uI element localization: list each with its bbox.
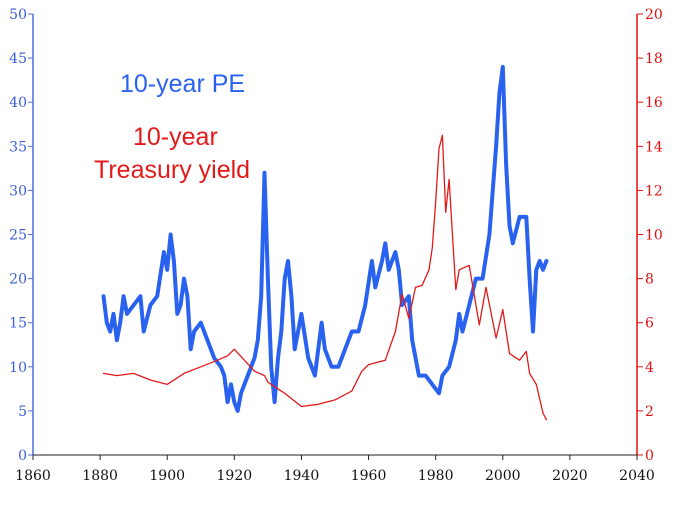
yield-series-label-line2: Treasury yield <box>94 156 250 184</box>
right-tick-label: 14 <box>645 139 663 155</box>
x-tick-label: 1900 <box>149 468 185 484</box>
right-tick-label: 6 <box>645 316 654 332</box>
x-tick-label: 2040 <box>619 468 655 484</box>
left-tick-label: 0 <box>18 448 27 464</box>
right-tick-label: 20 <box>645 7 663 23</box>
left-tick-label: 20 <box>9 272 27 288</box>
left-tick-label: 5 <box>18 404 27 420</box>
right-tick-label: 0 <box>645 448 654 464</box>
x-tick-label: 1980 <box>418 468 454 484</box>
left-tick-label: 30 <box>9 183 27 199</box>
left-tick-label: 35 <box>9 139 27 155</box>
yield-series-line <box>102 134 548 421</box>
x-tick-label: 1960 <box>351 468 387 484</box>
x-tick-label: 1880 <box>82 468 118 484</box>
yield-series-label-line1: 10-year <box>133 123 218 151</box>
left-tick-label: 45 <box>9 51 27 67</box>
left-axis-ticks: 0 5 10 15 20 25 30 35 40 45 50 <box>9 7 33 464</box>
x-axis-ticks: 1860 1880 1900 1920 1940 1960 1980 2000 2020 2040 <box>15 455 655 484</box>
right-tick-label: 2 <box>645 404 654 420</box>
right-tick-label: 4 <box>645 360 654 376</box>
left-tick-label: 10 <box>9 360 27 376</box>
x-tick-label: 2000 <box>485 468 521 484</box>
right-axis-ticks: 0 2 4 6 8 10 12 14 16 18 20 <box>637 7 663 464</box>
left-tick-label: 25 <box>9 228 27 244</box>
right-tick-label: 18 <box>645 51 663 67</box>
x-tick-label: 2020 <box>552 468 588 484</box>
right-tick-label: 16 <box>645 95 663 111</box>
left-tick-label: 50 <box>9 7 27 23</box>
left-tick-label: 40 <box>9 95 27 111</box>
series-layer <box>101 64 549 421</box>
right-tick-label: 8 <box>645 272 654 288</box>
right-tick-label: 10 <box>645 228 663 244</box>
x-tick-label: 1920 <box>217 468 253 484</box>
pe-series-line <box>101 64 549 413</box>
x-tick-label: 1860 <box>15 468 51 484</box>
left-tick-label: 15 <box>9 316 27 332</box>
x-tick-label: 1940 <box>284 468 320 484</box>
right-tick-label: 12 <box>645 183 663 199</box>
pe-series-label: 10-year PE <box>120 70 245 98</box>
